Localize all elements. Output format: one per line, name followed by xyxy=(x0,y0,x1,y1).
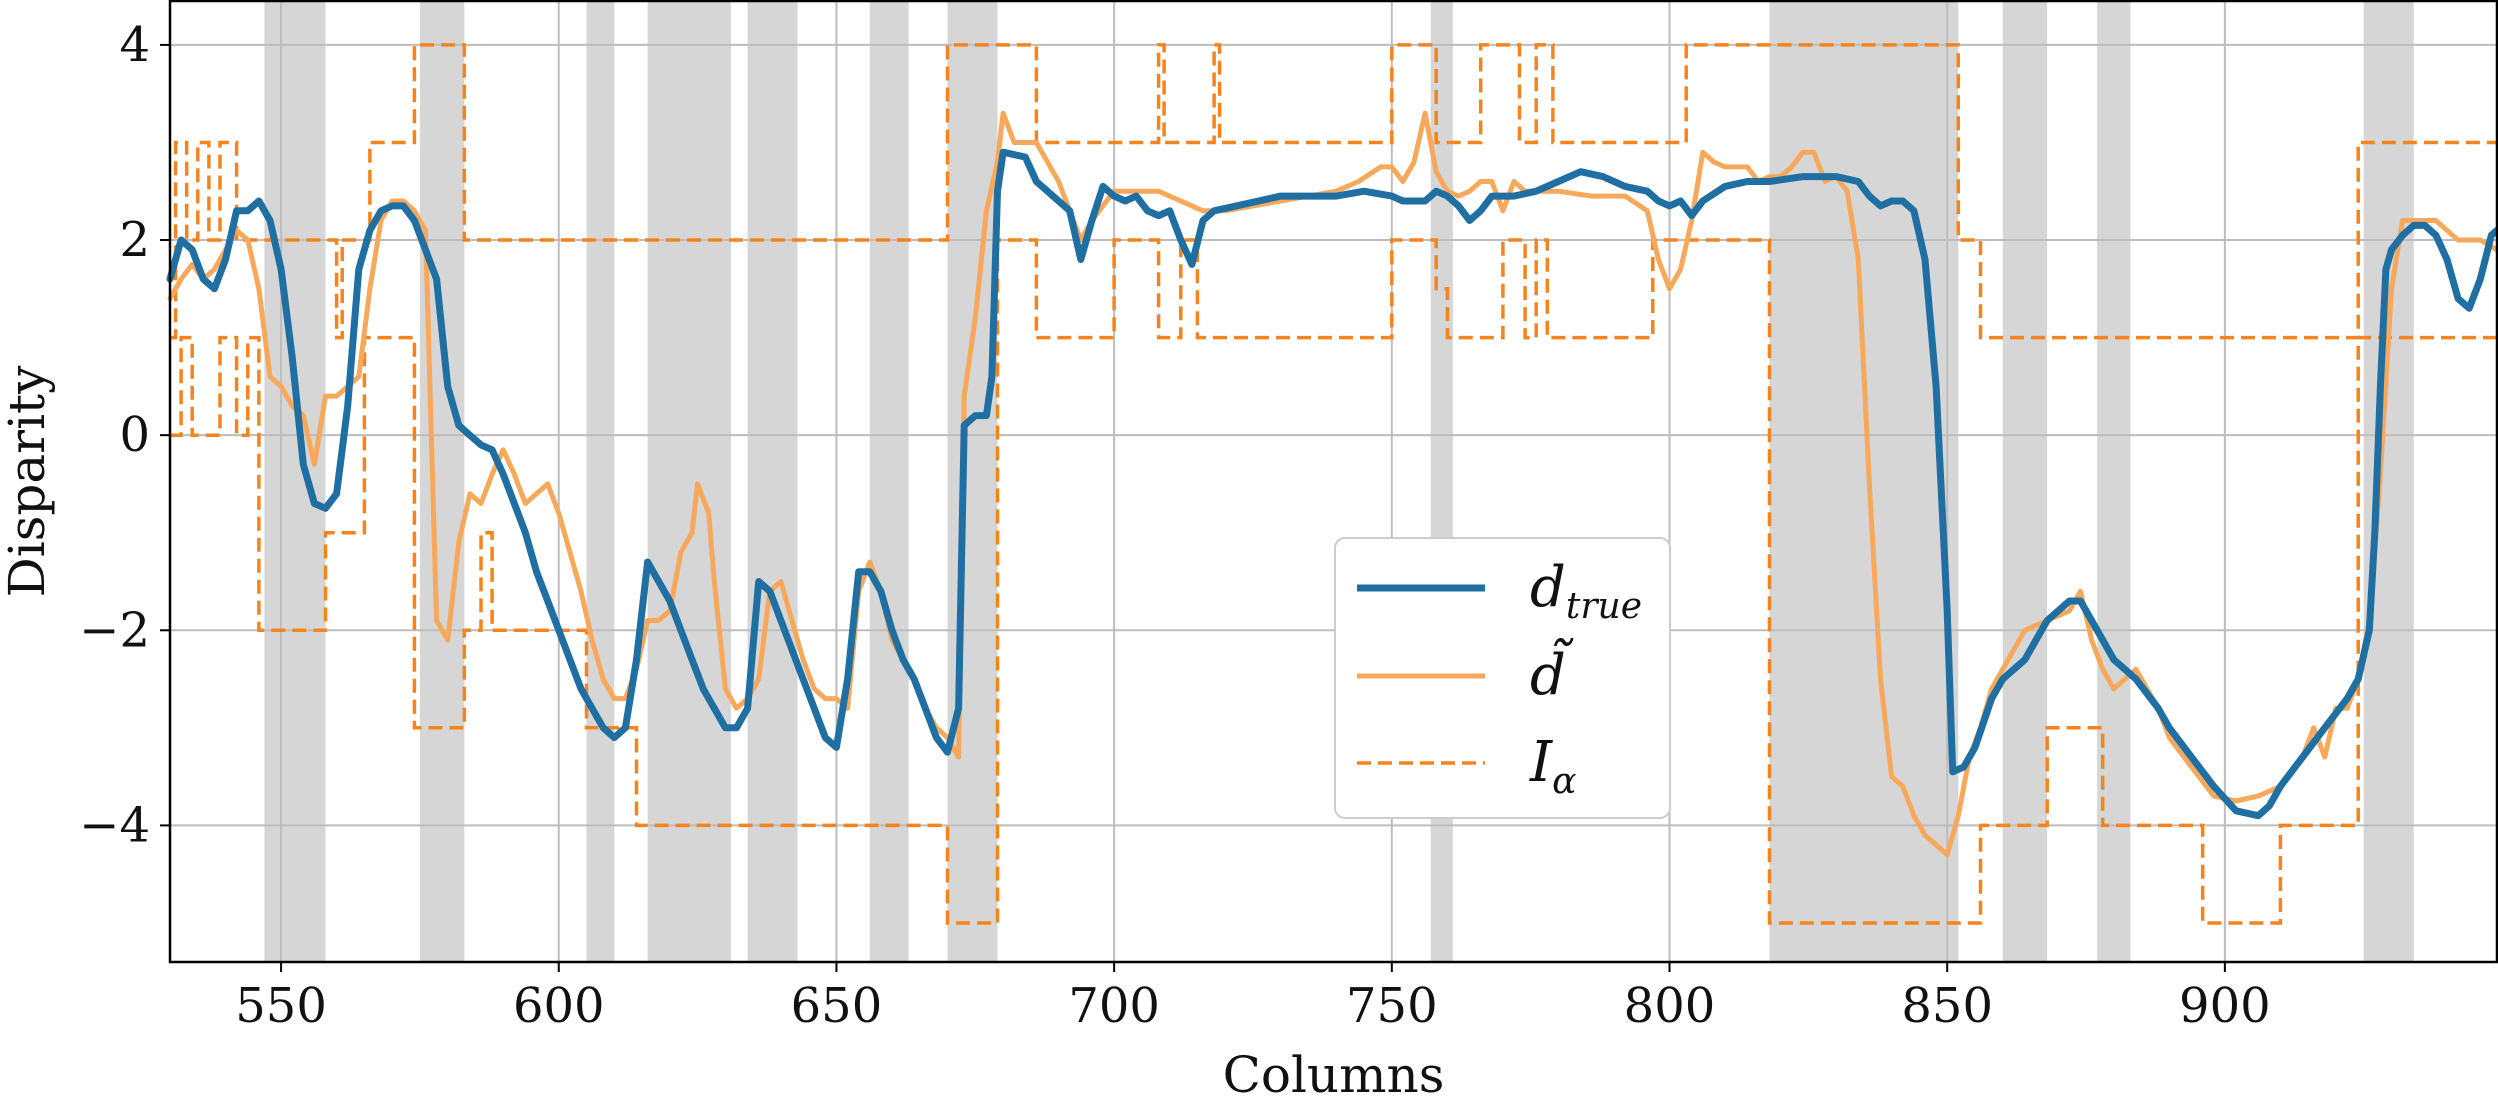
shaded-region xyxy=(947,1,998,962)
y-ticks: 4 2 0 −2 −4 xyxy=(79,17,170,853)
x-tick-label: 700 xyxy=(1068,978,1160,1034)
legend-label-base: I xyxy=(1529,730,1554,795)
shaded-region xyxy=(869,1,909,962)
series-line-d-tilde xyxy=(167,110,2498,858)
y-tick-label: −2 xyxy=(79,602,150,658)
legend-label-d-true: dtrue xyxy=(1530,555,1642,627)
interval-bounds xyxy=(170,43,2497,925)
shaded-regions xyxy=(264,1,2414,962)
shaded-region xyxy=(747,1,798,962)
shaded-region xyxy=(1769,1,1959,962)
x-ticks: 550 600 650 700 750 800 850 900 xyxy=(235,962,2271,1034)
x-tick-label: 550 xyxy=(235,978,327,1034)
x-tick-label: 800 xyxy=(1624,978,1716,1034)
y-tick-label: 2 xyxy=(119,212,150,268)
x-tick-label: 750 xyxy=(1346,978,1438,1034)
shaded-region xyxy=(419,1,465,962)
shaded-region xyxy=(647,1,731,962)
legend-label-sub: α xyxy=(1552,761,1576,802)
series-line-d-true xyxy=(166,148,2498,820)
shaded-region xyxy=(264,1,326,962)
legend: dtrue d̃ Iα xyxy=(1334,537,1671,819)
series-lines xyxy=(166,110,2498,858)
x-tick-label: 600 xyxy=(513,978,605,1034)
y-axis-label: Disparity xyxy=(0,365,56,598)
interval-bound-line xyxy=(170,43,2497,340)
legend-box xyxy=(1334,537,1671,819)
y-tick-label: 4 xyxy=(119,17,150,73)
shaded-region xyxy=(2002,1,2048,962)
y-tick-label: 0 xyxy=(119,407,150,463)
legend-label-sub: true xyxy=(1566,586,1642,627)
x-tick-label: 900 xyxy=(2179,978,2271,1034)
x-tick-label: 650 xyxy=(791,978,883,1034)
x-axis-label: Columns xyxy=(1223,1046,1445,1100)
plot-frame xyxy=(168,0,2498,964)
interval-bound-line xyxy=(170,238,2497,925)
shaded-region xyxy=(2363,1,2414,962)
legend-label-base: d xyxy=(1530,555,1566,620)
y-tick-label: −4 xyxy=(79,797,150,853)
shaded-region xyxy=(586,1,615,962)
x-tick-label: 850 xyxy=(1901,978,1993,1034)
legend-label-i-alpha: Iα xyxy=(1529,730,1576,802)
